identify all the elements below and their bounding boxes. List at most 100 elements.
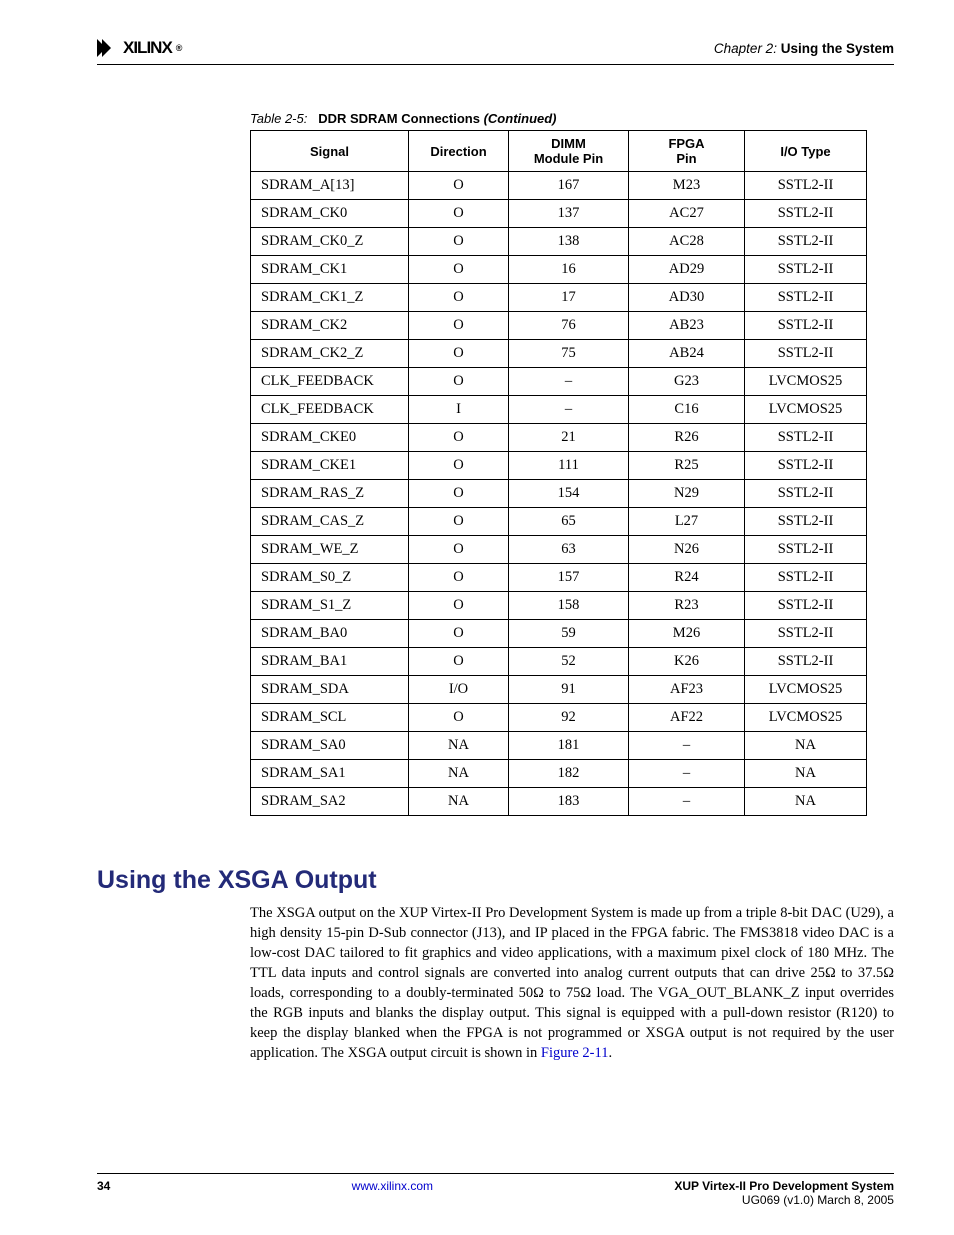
table-cell: I/O (409, 676, 509, 704)
chapter-title: Using the System (781, 41, 894, 56)
table-cell: SSTL2-II (745, 200, 867, 228)
table-cell: – (629, 760, 745, 788)
table-cell: SDRAM_CK0 (251, 200, 409, 228)
table-row: SDRAM_CKE1O111R25SSTL2-II (251, 452, 867, 480)
table-cell: O (409, 620, 509, 648)
table-cell: 59 (509, 620, 629, 648)
table-row: SDRAM_CK2_ZO75AB24SSTL2-II (251, 340, 867, 368)
table-cell: SSTL2-II (745, 256, 867, 284)
table-row: SDRAM_BA1O52K26SSTL2-II (251, 648, 867, 676)
table-cell: M23 (629, 172, 745, 200)
table-cell: NA (745, 760, 867, 788)
page-header: XILINX® Chapter 2: Using the System (97, 38, 894, 65)
table-row: SDRAM_S1_ZO158R23SSTL2-II (251, 592, 867, 620)
table-row: CLK_FEEDBACKO–G23LVCMOS25 (251, 368, 867, 396)
paragraph-text: The XSGA output on the XUP Virtex-II Pro… (250, 905, 894, 1061)
page-number: 34 (97, 1179, 110, 1207)
sdram-connections-table: Signal Direction DIMMModule Pin FPGAPin … (250, 130, 867, 816)
table-cell: NA (745, 732, 867, 760)
table-cell: SSTL2-II (745, 564, 867, 592)
table-cell: 63 (509, 536, 629, 564)
table-row: SDRAM_SDAI/O91AF23LVCMOS25 (251, 676, 867, 704)
table-cell: O (409, 368, 509, 396)
table-cell: 183 (509, 788, 629, 816)
table-cell: 167 (509, 172, 629, 200)
table-cell: SDRAM_CK2_Z (251, 340, 409, 368)
col-signal: Signal (251, 131, 409, 172)
col-io-type: I/O Type (745, 131, 867, 172)
table-cell: LVCMOS25 (745, 396, 867, 424)
table-cell: SDRAM_CK1 (251, 256, 409, 284)
table-cell: SDRAM_SDA (251, 676, 409, 704)
table-cell: SDRAM_SCL (251, 704, 409, 732)
table-cell: SDRAM_S1_Z (251, 592, 409, 620)
table-cell: SSTL2-II (745, 340, 867, 368)
table-cell: I (409, 396, 509, 424)
registered-mark: ® (176, 43, 183, 53)
table-row: SDRAM_SA0NA181–NA (251, 732, 867, 760)
table-cell: SDRAM_CK2 (251, 312, 409, 340)
table-row: SDRAM_CKE0O21R26SSTL2-II (251, 424, 867, 452)
table-cell: AC28 (629, 228, 745, 256)
table-cell: O (409, 228, 509, 256)
footer-doc-info: XUP Virtex-II Pro Development System UG0… (674, 1179, 894, 1207)
table-cell: NA (745, 788, 867, 816)
table-cell: AD29 (629, 256, 745, 284)
table-cell: – (509, 368, 629, 396)
table-cell: L27 (629, 508, 745, 536)
table-cell: O (409, 256, 509, 284)
table-cell: SSTL2-II (745, 648, 867, 676)
table-row: SDRAM_SA2NA183–NA (251, 788, 867, 816)
table-cell: SDRAM_CKE0 (251, 424, 409, 452)
table-cell: 92 (509, 704, 629, 732)
table-header-row: Signal Direction DIMMModule Pin FPGAPin … (251, 131, 867, 172)
table-title: DDR SDRAM Connections (318, 111, 480, 126)
table-cell: AB23 (629, 312, 745, 340)
table-cell: SDRAM_S0_Z (251, 564, 409, 592)
table-row: SDRAM_SA1NA182–NA (251, 760, 867, 788)
table-row: SDRAM_CK0O137AC27SSTL2-II (251, 200, 867, 228)
table-cell: LVCMOS25 (745, 368, 867, 396)
table-continued: (Continued) (484, 111, 557, 126)
table-cell: CLK_FEEDBACK (251, 396, 409, 424)
xilinx-link[interactable]: www.xilinx.com (352, 1179, 433, 1193)
table-row: SDRAM_CK2O76AB23SSTL2-II (251, 312, 867, 340)
table-cell: AB24 (629, 340, 745, 368)
col-fpga-pin: FPGAPin (629, 131, 745, 172)
body-paragraph: The XSGA output on the XUP Virtex-II Pro… (250, 903, 894, 1063)
table-row: SDRAM_BA0O59M26SSTL2-II (251, 620, 867, 648)
page-footer: 34 www.xilinx.com XUP Virtex-II Pro Deve… (97, 1173, 894, 1207)
table-cell: O (409, 340, 509, 368)
table-cell: 91 (509, 676, 629, 704)
table-cell: 21 (509, 424, 629, 452)
table-cell: K26 (629, 648, 745, 676)
section-heading: Using the XSGA Output (97, 866, 377, 895)
table-cell: 154 (509, 480, 629, 508)
table-row: SDRAM_CK1_ZO17AD30SSTL2-II (251, 284, 867, 312)
table-cell: SSTL2-II (745, 536, 867, 564)
table-cell: R26 (629, 424, 745, 452)
table-cell: SDRAM_SA1 (251, 760, 409, 788)
table-cell: SDRAM_SA2 (251, 788, 409, 816)
table-cell: SDRAM_CKE1 (251, 452, 409, 480)
table-cell: NA (409, 760, 509, 788)
table-cell: AF22 (629, 704, 745, 732)
table-cell: R25 (629, 452, 745, 480)
table-row: SDRAM_A[13]O167M23SSTL2-II (251, 172, 867, 200)
col-dimm-pin: DIMMModule Pin (509, 131, 629, 172)
table-cell: SSTL2-II (745, 284, 867, 312)
table-cell: 138 (509, 228, 629, 256)
table-cell: M26 (629, 620, 745, 648)
table-cell: SSTL2-II (745, 480, 867, 508)
logo-text: XILINX (123, 38, 172, 58)
table-cell: SDRAM_RAS_Z (251, 480, 409, 508)
table-cell: NA (409, 788, 509, 816)
table-cell: O (409, 452, 509, 480)
table-cell: O (409, 312, 509, 340)
table-cell: LVCMOS25 (745, 676, 867, 704)
table-caption: Table 2-5: DDR SDRAM Connections (Contin… (250, 111, 557, 126)
table-cell: O (409, 648, 509, 676)
figure-link[interactable]: Figure 2-11 (541, 1045, 609, 1061)
table-cell: SDRAM_SA0 (251, 732, 409, 760)
table-cell: SDRAM_CK1_Z (251, 284, 409, 312)
